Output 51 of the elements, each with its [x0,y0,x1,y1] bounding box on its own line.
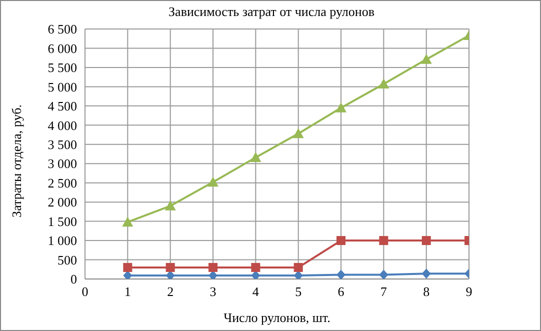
y-tick-label: 500 [58,252,77,268]
point [122,216,134,227]
point [378,78,390,88]
point [294,270,303,279]
point [336,102,346,112]
x-tick-label: 3 [210,284,216,300]
point [166,270,175,279]
point [292,128,304,138]
point [208,270,218,279]
y-tick-label: 2 000 [48,194,77,210]
x-tick-label: 9 [466,284,472,300]
point [123,262,132,272]
x-tick-label: 7 [380,284,388,300]
y-tick-label: 4 500 [48,98,77,114]
x-tick-label: 8 [423,284,430,300]
y-tick-label: 4 000 [48,118,77,133]
y-tick-label: 3 000 [48,156,77,172]
y-tick-label: 5 500 [48,60,77,76]
point [422,268,431,279]
x-tick-label: 1 [124,284,131,300]
point [251,270,260,279]
y-tick-label: 0 [70,272,77,287]
point [208,262,218,272]
point [251,262,260,272]
x-axis-title: Число рулонов, шт. [222,310,332,326]
y-tick-label: 3 500 [48,137,77,152]
point [336,270,346,279]
y-tick-label: 5 000 [48,79,77,94]
point [166,262,175,272]
y-tick-label: 1 000 [48,233,77,248]
chart-title: Зависимость затрат от числа рулонов [168,4,376,20]
y-tick-label: 6 000 [48,40,77,56]
y-tick-label: 2 500 [48,175,77,190]
y-axis-title: Затраты отдела, руб. [9,104,25,218]
point [123,270,132,279]
point [208,176,218,187]
point [250,152,262,162]
x-tick-label: 6 [338,284,345,300]
x-tick-label: 2 [167,284,174,300]
point [164,200,176,210]
point [420,54,432,64]
point [379,270,388,279]
y-tick-label: 6 500 [48,22,77,37]
point [336,236,346,246]
y-tick-label: 1 500 [48,214,77,229]
point [294,262,303,272]
x-tick-label: 5 [295,284,302,300]
x-tick-label: 4 [252,284,260,300]
point [379,236,388,246]
x-tick-label: 0 [82,284,88,300]
point [422,236,431,246]
